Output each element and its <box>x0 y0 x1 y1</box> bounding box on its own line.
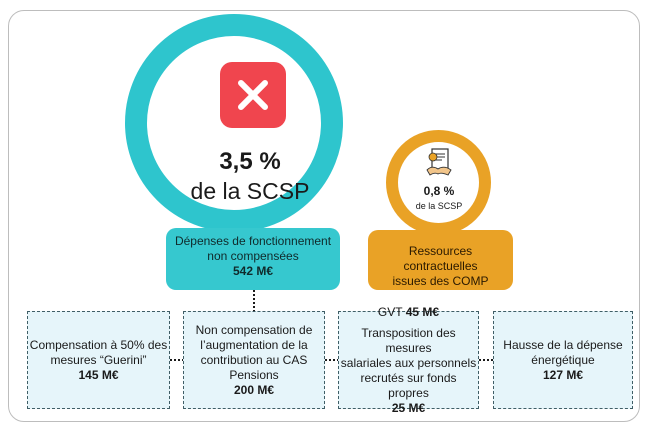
main-percentage: 3,5 % <box>219 148 281 175</box>
secondary-percentage: 0,8 % <box>423 184 455 198</box>
close-icon <box>220 62 286 128</box>
card-4-line2: énergétique <box>531 352 595 367</box>
contract-handshake-icon <box>426 148 452 183</box>
card-3-line1: Transposition des mesures <box>361 325 456 355</box>
card-guerini-compensation: Compensation à 50% des mesures “Guerini”… <box>27 311 170 409</box>
card-3-line2: salariales aux personnels <box>340 355 477 370</box>
connector-3-4 <box>479 359 493 361</box>
card-1-line2: mesures “Guerini” <box>50 352 147 367</box>
card-3-gvt: GVT 45 M€ <box>378 305 439 320</box>
connector-2-3 <box>325 359 339 361</box>
card-3-line3: recrutés sur fonds propres <box>360 370 457 400</box>
connector-vertical <box>253 290 255 312</box>
card-4-amount: 127 M€ <box>542 367 584 382</box>
main-expense-box: Dépenses de fonctionnement non compensée… <box>166 228 340 290</box>
secondary-box-line2: issues des COMP <box>392 274 489 288</box>
card-1-amount: 145 M€ <box>78 367 119 382</box>
secondary-box-line1: Ressources contractuelles <box>403 244 478 273</box>
card-3-gvt-label: GVT <box>377 304 403 319</box>
card-3-amount: 25 M€ <box>391 400 426 415</box>
secondary-subtitle: de la SCSP <box>415 201 463 211</box>
main-subtitle: de la SCSP <box>190 178 310 204</box>
card-2-line1: Non compensation de <box>195 322 313 337</box>
card-4-line1: Hausse de la dépense <box>503 337 623 352</box>
card-1-line1: Compensation à 50% des <box>29 337 168 352</box>
card-2-line2: l’augmentation de la <box>200 337 308 352</box>
connector-1-2 <box>170 359 184 361</box>
card-cas-pensions: Non compensation de l’augmentation de la… <box>183 311 325 409</box>
card-gvt-transposition: GVT 45 M€ Transposition des mesures sala… <box>338 305 479 415</box>
main-box-amount: 542 M€ <box>232 264 274 278</box>
main-box-line2: non compensées <box>207 249 299 263</box>
secondary-resource-box: Ressources contractuelles issues des COM… <box>368 230 513 290</box>
main-box-line1: Dépenses de fonctionnement <box>174 234 332 248</box>
card-2-line4: Pensions <box>229 367 279 382</box>
card-3-gvt-amount: 45 M€ <box>405 304 440 319</box>
card-2-amount: 200 M€ <box>233 382 275 397</box>
card-energy-expense: Hausse de la dépense énergétique 127 M€ <box>493 311 633 409</box>
card-2-line3: contribution au CAS <box>200 352 308 367</box>
